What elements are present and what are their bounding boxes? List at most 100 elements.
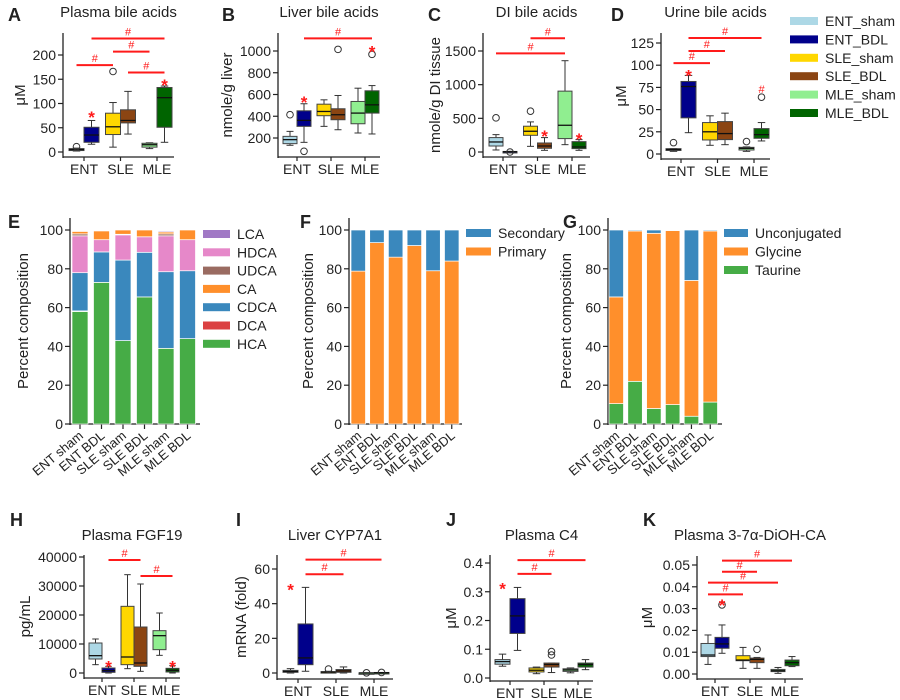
y-tick-label: 500 [453,110,477,126]
bar-segment-Unconjugated [646,229,662,234]
y-tick-label: 75 [638,79,654,95]
outlier-point [377,668,386,677]
box-MLE_BDL [364,50,380,135]
y-tick-label: 0 [593,416,601,432]
significance-label: # [740,571,747,583]
box-MLE_sham [770,666,786,674]
legend-label: ENT_sham [825,13,895,29]
y-tick-label: 400 [248,108,272,124]
legend-swatch [790,35,818,44]
x-tick-label: SLE [318,161,344,177]
outlier-point [334,45,342,54]
box-MLE_BDL [571,139,587,151]
y-tick-label: 20 [326,377,342,393]
y-axis-label: μM [443,607,460,628]
legend-swatch [203,284,230,293]
y-tick-label: 40 [585,338,601,354]
bar-segment-HDCA [136,236,153,253]
box-iqr [700,642,716,658]
bar-segment-Taurine [608,403,624,425]
box-iqr [557,90,573,140]
significance-star: * [541,127,548,146]
box-iqr [571,141,587,150]
box-ENT_sham [488,114,504,151]
box-MLE_sham [557,60,573,146]
panel-label-J: J [446,510,456,530]
panel-title: Urine bile acids [664,4,767,21]
significance-label: # [143,60,150,72]
y-axis-label: Percent composition [558,253,575,389]
outlier-point [547,651,556,659]
y-tick-label: 20 [585,377,601,393]
box-SLE_BDL [749,645,765,669]
significance-star: * [576,130,583,149]
x-tick-label: ENT [284,683,312,699]
y-tick-label: 1500 [445,43,476,59]
box-iqr [749,657,765,664]
bar-segment-Secondary [350,229,366,272]
legend-label: CA [237,281,257,297]
bar-segment-Taurine [646,408,662,425]
outlier-point [286,110,294,119]
bar-segment-HCA [93,282,110,425]
box-ENT_BDL [297,586,314,672]
significance-label: # [736,560,743,572]
x-tick-label: MLE [740,163,769,179]
legend-swatch [790,109,818,117]
bar-segment-Glycine [665,230,681,405]
legend-label: Primary [498,244,546,260]
bar-segment-CDCA [93,251,110,283]
bar-segment-CDCA [114,259,132,341]
y-tick-label: 0.0 [464,670,484,686]
y-tick-label: 150 [33,71,57,87]
box-iqr [316,103,332,117]
y-tick-label: 200 [33,47,57,63]
outlier-point [547,647,556,656]
panel-B [273,33,380,161]
significance-label: # [545,26,552,38]
legend-swatch [790,53,818,62]
bar-segment-CA [179,229,196,241]
box-ENT_BDL [83,119,100,145]
bar-segment-HDCA [179,239,196,272]
y-tick-label: 60 [585,300,601,316]
box-SLE_BDL [335,666,352,674]
bar-segment-CA [71,231,89,235]
y-axis-label: pg/mL [17,596,34,638]
x-tick-label: ENT [283,161,311,177]
outlier-point [718,601,726,609]
box-iqr [120,605,135,666]
y-tick-label: 100 [33,96,57,112]
box-iqr [88,642,103,660]
y-axis-label: nmole/g liver [219,52,236,137]
legend-swatch [790,17,818,25]
bar-segment-Glycine [646,232,662,409]
y-tick-label: 80 [47,261,63,277]
outlier-point [757,93,766,101]
legend-label: MLE_BDL [825,105,889,121]
bar-segment-HDCA [71,235,89,274]
box-SLE_BDL [543,647,560,674]
y-tick-label: 0 [262,665,270,681]
y-tick-label: 0 [69,665,77,681]
y-tick-label: 80 [585,261,601,277]
bar-segment-Taurine [627,380,643,425]
box-iqr [296,110,312,127]
box-iqr [105,112,121,136]
box-SLE_BDL [717,112,733,146]
box-ENT_BDL [296,103,312,156]
bar-segment-CDCA [179,270,196,339]
y-tick-label: 60 [254,561,270,577]
legend-swatch [724,266,748,274]
y-tick-label: 125 [631,35,655,51]
y-tick-label: 50 [638,102,654,118]
outlier-point [506,148,514,156]
significance-label: # [548,548,555,560]
outlier-point [742,137,751,146]
bar-segment-HCA [179,338,196,425]
panel-title: Liver bile acids [279,4,378,21]
significance-label: # [758,84,765,96]
panel-D [656,33,770,163]
box-SLE_sham [523,107,538,147]
bar-segment-Secondary [388,229,404,258]
